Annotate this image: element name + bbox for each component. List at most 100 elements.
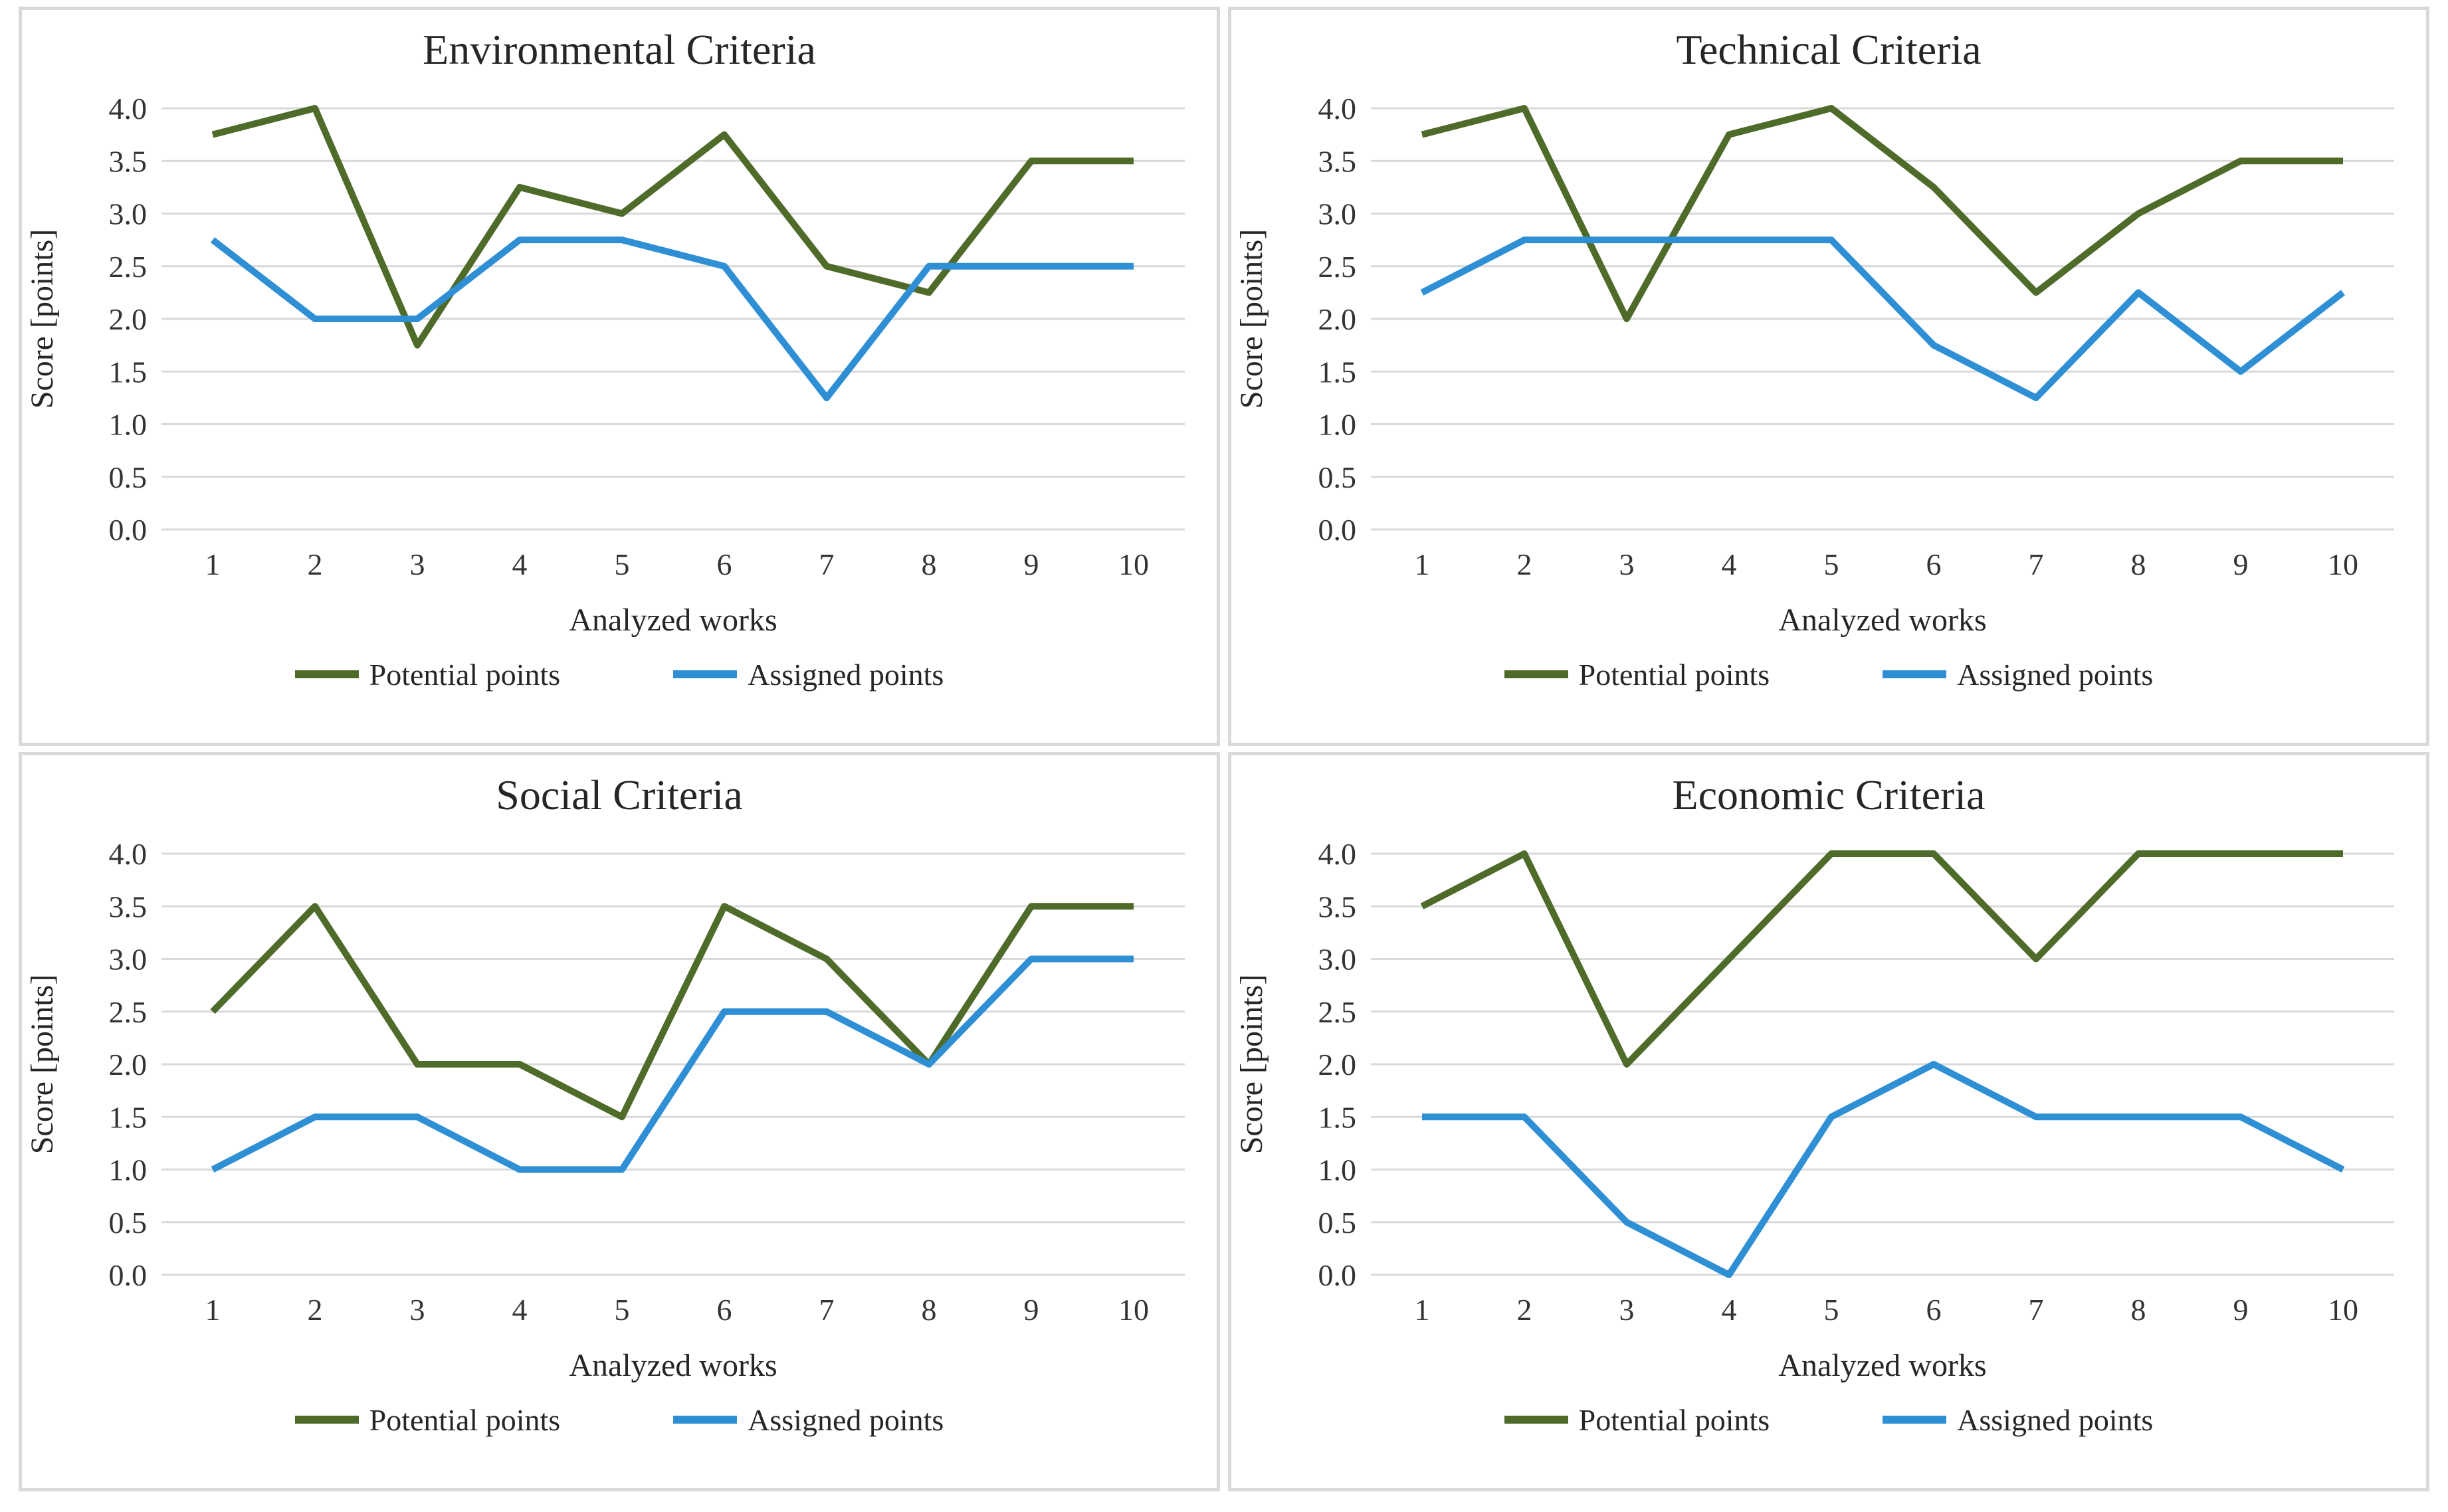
y-tick-label: 1.5 <box>109 1100 148 1134</box>
x-tick-label: 8 <box>2131 547 2146 581</box>
legend-label-potential: Potential points <box>369 657 561 692</box>
x-tick-label: 8 <box>2131 1293 2146 1327</box>
series-line-assigned-points <box>1420 236 2346 401</box>
line-chart-technical: 0.0 0.5 1.0 1.5 2.0 2.5 3.0 3.5 4.0 1 2 3 4 5 6 7 8 9 10 An… <box>1234 92 2394 638</box>
legend-label-potential: Potential points <box>1578 657 1770 692</box>
y-tick-label: 3.0 <box>1318 942 1357 976</box>
x-tick-label: 9 <box>1024 547 1039 581</box>
x-tick-label: 3 <box>410 547 425 581</box>
x-tick-label: 2 <box>308 1293 323 1327</box>
x-tick-label: 2 <box>308 547 323 581</box>
y-tick-label: 1.5 <box>109 355 148 389</box>
chart-legend: Potential points Assigned points <box>1231 657 2426 692</box>
panel-social-criteria: Social Criteria 0.0 0.5 1.0 1.5 2.0 2.5 3.0 3.5… <box>19 752 1220 1491</box>
y-tick-label: 0.0 <box>109 513 148 547</box>
y-axis-title: Score [points] <box>25 974 60 1154</box>
legend-line-swatch-potential <box>1504 670 1568 679</box>
x-tick-label: 1 <box>205 1293 221 1327</box>
y-tick-label: 3.0 <box>109 197 148 231</box>
y-axis-title: Score [points] <box>1234 229 1269 409</box>
y-axis-title: Score [points] <box>1234 974 1269 1154</box>
y-tick-label: 1.0 <box>1318 407 1357 441</box>
x-tick-label: 9 <box>2233 1293 2249 1327</box>
y-tick-label: 1.5 <box>1318 355 1357 389</box>
x-tick-label: 3 <box>410 1293 425 1327</box>
y-tick-label: 1.5 <box>1318 1100 1357 1134</box>
x-tick-label: 9 <box>1024 1293 1039 1327</box>
x-axis-title: Analyzed works <box>1778 1348 1986 1383</box>
x-tick-label: 9 <box>2233 547 2249 581</box>
chart-legend: Potential points Assigned points <box>22 657 1217 692</box>
y-tick-label: 0.0 <box>1318 1258 1357 1292</box>
legend-item-assigned-points: Assigned points <box>1883 1402 2153 1438</box>
legend-item-potential-points: Potential points <box>294 1402 561 1438</box>
x-tick-label: 8 <box>922 547 937 581</box>
x-tick-label: 4 <box>512 547 528 581</box>
y-tick-label: 1.0 <box>109 407 148 441</box>
legend-label-potential: Potential points <box>1578 1402 1770 1437</box>
x-tick-label: 7 <box>819 1293 835 1327</box>
y-tick-label: 0.5 <box>109 460 148 494</box>
x-tick-label: 5 <box>1824 1293 1839 1327</box>
x-axis-title: Analyzed works <box>569 1348 777 1383</box>
legend-item-potential-points: Potential points <box>1504 1402 1770 1438</box>
x-tick-label: 1 <box>1415 1293 1430 1327</box>
x-tick-label: 3 <box>1619 1293 1635 1327</box>
x-tick-label: 2 <box>1517 1293 1532 1327</box>
x-tick-label: 7 <box>819 547 835 581</box>
panel-environmental-criteria: Environmental Criteria 0.0 0.5 1.0 1.5 2.0 2.… <box>19 7 1220 746</box>
x-tick-label: 1 <box>205 547 221 581</box>
y-tick-label: 2.0 <box>109 302 148 336</box>
chart-legend: Potential points Assigned points <box>22 1402 1217 1438</box>
legend-label-assigned: Assigned points <box>1957 1402 2154 1437</box>
y-tick-label: 3.5 <box>109 144 148 178</box>
y-tick-label: 0.0 <box>1318 513 1357 547</box>
legend-line-swatch-assigned <box>1883 670 1947 679</box>
y-tick-label: 2.0 <box>109 1048 148 1082</box>
y-tick-label: 3.0 <box>109 942 148 976</box>
legend-line-swatch-assigned <box>673 670 738 679</box>
y-tick-label: 0.0 <box>109 1258 148 1292</box>
y-tick-label: 0.5 <box>109 1206 148 1240</box>
y-tick-label: 2.5 <box>109 995 148 1029</box>
y-tick-label: 4.0 <box>109 837 148 871</box>
series-line-assigned-points <box>210 236 1134 401</box>
legend-line-swatch-potential <box>294 670 359 679</box>
x-tick-label: 7 <box>2029 547 2044 581</box>
y-tick-label: 3.0 <box>1318 197 1357 231</box>
legend-item-assigned-points: Assigned points <box>673 657 944 692</box>
y-tick-label: 2.5 <box>1318 995 1357 1029</box>
legend-item-potential-points: Potential points <box>294 657 561 692</box>
legend-item-assigned-points: Assigned points <box>1883 657 2153 692</box>
x-tick-label: 7 <box>2029 1293 2044 1327</box>
line-chart-economic: 0.0 0.5 1.0 1.5 2.0 2.5 3.0 3.5 4.0 1 2 3 4 5 6 7 8 9 10 An… <box>1234 837 2394 1383</box>
y-tick-label: 4.0 <box>109 92 148 126</box>
y-axis-title: Score [points] <box>25 229 60 409</box>
panel-economic-criteria: Economic Criteria 0.0 0.5 1.0 1.5 2.0 2.5 3.0 3… <box>1228 752 2429 1491</box>
series-line-potential-points <box>1420 850 2343 1068</box>
x-tick-label: 1 <box>1415 547 1430 581</box>
x-tick-label: 10 <box>2328 547 2358 581</box>
y-tick-label: 2.5 <box>109 250 148 284</box>
chart-legend: Potential points Assigned points <box>1231 1402 2426 1438</box>
legend-label-assigned: Assigned points <box>1957 657 2154 692</box>
legend-line-swatch-assigned <box>1883 1416 1947 1424</box>
chart-title-environmental: Environmental Criteria <box>423 26 816 73</box>
legend-item-potential-points: Potential points <box>1504 657 1770 692</box>
x-tick-label: 6 <box>1926 1293 1942 1327</box>
series-line-assigned-points <box>211 955 1134 1173</box>
legend-label-potential: Potential points <box>369 1402 561 1437</box>
y-tick-label: 0.5 <box>1318 1206 1357 1240</box>
x-tick-label: 4 <box>1722 1293 1737 1327</box>
y-tick-label: 1.0 <box>109 1153 148 1186</box>
x-axis-title: Analyzed works <box>1778 603 1986 638</box>
series-line-potential-points <box>210 902 1134 1120</box>
chart-title-social: Social Criteria <box>496 771 743 818</box>
y-tick-label: 4.0 <box>1318 837 1357 871</box>
x-tick-label: 5 <box>615 547 630 581</box>
x-tick-label: 10 <box>1118 547 1149 581</box>
y-tick-label: 2.0 <box>1318 302 1357 336</box>
y-tick-label: 2.5 <box>1318 250 1357 284</box>
y-tick-label: 4.0 <box>1318 92 1357 126</box>
panel-technical-criteria: Technical Criteria 0.0 0.5 1.0 1.5 2.0 2.5 3.0… <box>1228 7 2429 746</box>
